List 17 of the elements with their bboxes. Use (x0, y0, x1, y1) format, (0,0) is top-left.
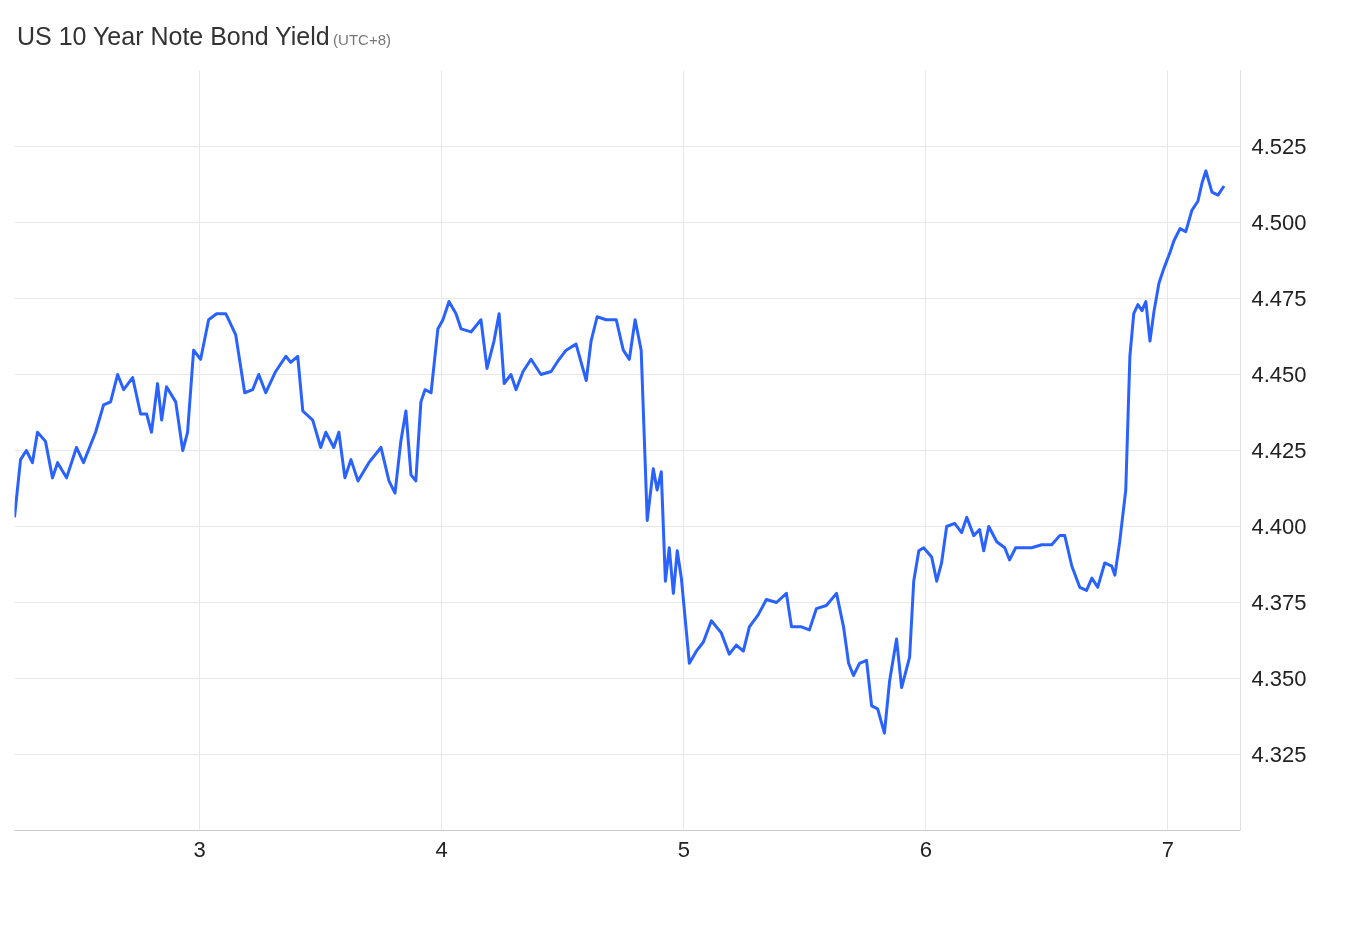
y-tick-label: 4.425 (1251, 438, 1307, 463)
y-tick-label: 4.325 (1251, 742, 1307, 767)
chart-title: US 10 Year Note Bond Yield (17, 22, 330, 50)
x-tick-label: 5 (677, 836, 690, 862)
x-tick-label: 3 (193, 836, 206, 862)
line-series (14, 169, 1226, 735)
y-tick-label: 4.350 (1251, 666, 1307, 691)
x-tick-label: 7 (1161, 836, 1175, 862)
y-tick-label: 4.525 (1251, 134, 1307, 159)
x-tick-label: 4 (435, 836, 448, 862)
x-tick-label: 6 (919, 836, 932, 862)
chart-subtitle: (UTC+8) (333, 31, 391, 48)
y-tick-label: 4.375 (1251, 590, 1307, 615)
y-tick-label: 4.475 (1251, 286, 1307, 311)
y-tick-label: 4.400 (1251, 514, 1307, 539)
y-tick-label: 4.450 (1251, 362, 1307, 387)
y-tick-label: 4.500 (1251, 210, 1307, 235)
